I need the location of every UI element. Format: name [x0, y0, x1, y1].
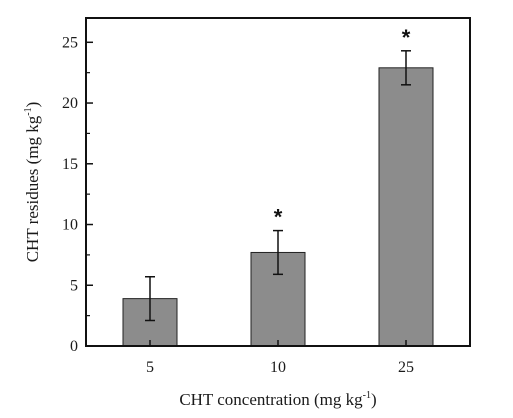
y-axis-title-main: CHT residues (mg kg [23, 115, 42, 262]
y-tick-label-10: 10 [62, 217, 78, 234]
significance-marker-10: * [274, 205, 283, 230]
y-tick-label-0: 0 [70, 338, 78, 355]
error-bars-layer [145, 50, 411, 322]
y-axis-title-sup: -1 [23, 107, 34, 115]
x-axis-ticks: 5 10 25 [146, 340, 414, 376]
y-tick-label-5: 5 [70, 277, 78, 294]
y-tick-label-20: 20 [62, 95, 78, 112]
x-axis-title-sup: -1 [363, 390, 371, 401]
y-axis-title-end: ) [23, 102, 42, 108]
x-axis-title: CHT concentration (mg kg-1) [179, 390, 376, 409]
significance-layer: ** [274, 25, 411, 230]
bar-25 [378, 67, 434, 347]
x-axis-title-end: ) [371, 390, 377, 409]
significance-marker-25: * [402, 25, 411, 50]
x-tick-label-10: 10 [270, 359, 286, 376]
y-tick-label-15: 15 [62, 156, 78, 173]
y-axis-title: CHT residues (mg kg-1) [23, 102, 42, 263]
x-tick-label-25: 25 [398, 359, 414, 376]
x-tick-label-5: 5 [146, 359, 154, 376]
x-axis-title-main: CHT concentration (mg kg [179, 390, 363, 409]
y-axis-ticks: 0 5 10 15 20 25 [62, 34, 93, 355]
y-tick-label-25: 25 [62, 34, 78, 51]
